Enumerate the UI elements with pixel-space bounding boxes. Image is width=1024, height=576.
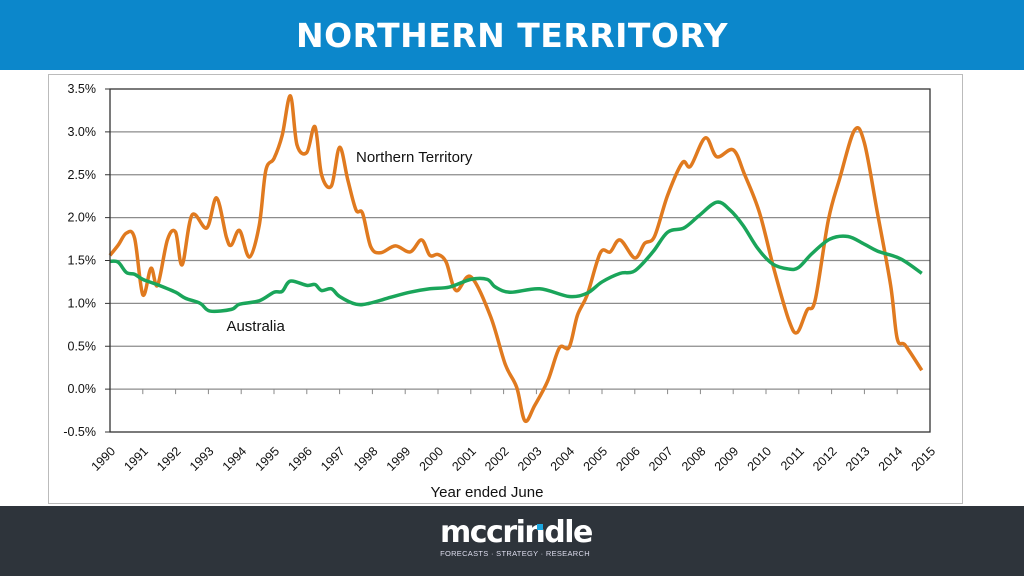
x-tick-label: 1999 <box>384 444 414 474</box>
x-tick-label: 2012 <box>810 444 840 474</box>
y-tick-label: 1.5% <box>68 254 97 268</box>
series-label-australia: Australia <box>226 318 285 335</box>
logo-accent-dot <box>537 524 543 530</box>
x-tick-label: 1990 <box>89 444 119 474</box>
x-tick-label: 2002 <box>482 444 512 474</box>
x-tick-label: 2010 <box>745 444 775 474</box>
y-tick-label: 3.5% <box>68 82 97 96</box>
x-tick-label: 1992 <box>154 444 184 474</box>
x-tick-label: 1995 <box>253 444 283 474</box>
y-tick-label: 3.0% <box>68 125 97 139</box>
y-axis-ticks: -0.5% 0.0% 0.5% 1.0% 1.5% 2.0% 2.5% 3.0% 3.5% <box>63 82 110 439</box>
x-tick-label: 2005 <box>581 444 611 474</box>
x-tick-label: 1996 <box>285 444 315 474</box>
x-tick-label: 2013 <box>843 444 873 474</box>
gridlines <box>110 131 930 390</box>
logo-tagline: FORECASTS · STRATEGY · RESEARCH <box>440 549 590 558</box>
y-tick-label: -0.5% <box>63 425 96 439</box>
y-tick-label: 0.0% <box>68 382 97 396</box>
y-tick-label: 0.5% <box>68 339 97 353</box>
plot-area-border <box>109 88 931 433</box>
x-tick-label: 2000 <box>417 444 447 474</box>
chart-frame <box>48 74 963 504</box>
x-tick-label: 2014 <box>876 444 906 474</box>
x-tick-label: 2004 <box>548 444 578 474</box>
x-tick-label: 2015 <box>909 444 939 474</box>
series-lines: Northern Territory Australia <box>108 94 924 424</box>
x-tick-label: 2001 <box>449 444 479 474</box>
x-tick-label: 2009 <box>712 444 742 474</box>
page-title: NORTHERN TERRITORY <box>295 15 728 55</box>
series-label-northern-territory: Northern Territory <box>356 149 473 166</box>
y-tick-label: 1.0% <box>68 296 97 310</box>
x-tick-label: 2008 <box>679 444 709 474</box>
x-tick-label: 2006 <box>613 444 643 474</box>
x-tick-label: 2011 <box>778 444 807 473</box>
y-tick-label: 2.5% <box>68 168 97 182</box>
x-tick-label: 1991 <box>121 444 151 474</box>
series-line-northern-territory <box>108 94 924 424</box>
mccrindle-logo: mccrindle FORECASTS · STRATEGY · RESEARC… <box>440 515 593 559</box>
x-tick-label: 1997 <box>318 444 348 474</box>
x-tick-label: 2007 <box>646 444 676 474</box>
header-banner: NORTHERN TERRITORY <box>0 0 1024 70</box>
series-line-australia <box>109 200 923 314</box>
x-tick-label: 1994 <box>220 444 250 474</box>
x-tick-label: 2003 <box>515 444 545 474</box>
x-tick-label: 1998 <box>351 444 381 474</box>
x-tick-label: 1993 <box>187 444 217 474</box>
y-tick-label: 2.0% <box>68 211 97 225</box>
footer-bar <box>0 506 1024 576</box>
x-axis-label: Year ended June <box>431 484 544 501</box>
logo-wordmark: mccrindle <box>440 515 593 550</box>
